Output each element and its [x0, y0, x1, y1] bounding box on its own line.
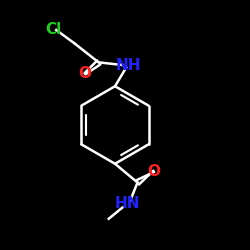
Text: Cl: Cl — [46, 22, 62, 38]
Text: O: O — [147, 164, 160, 179]
Text: NH: NH — [116, 58, 141, 72]
Text: HN: HN — [115, 196, 140, 211]
Text: O: O — [78, 66, 92, 81]
